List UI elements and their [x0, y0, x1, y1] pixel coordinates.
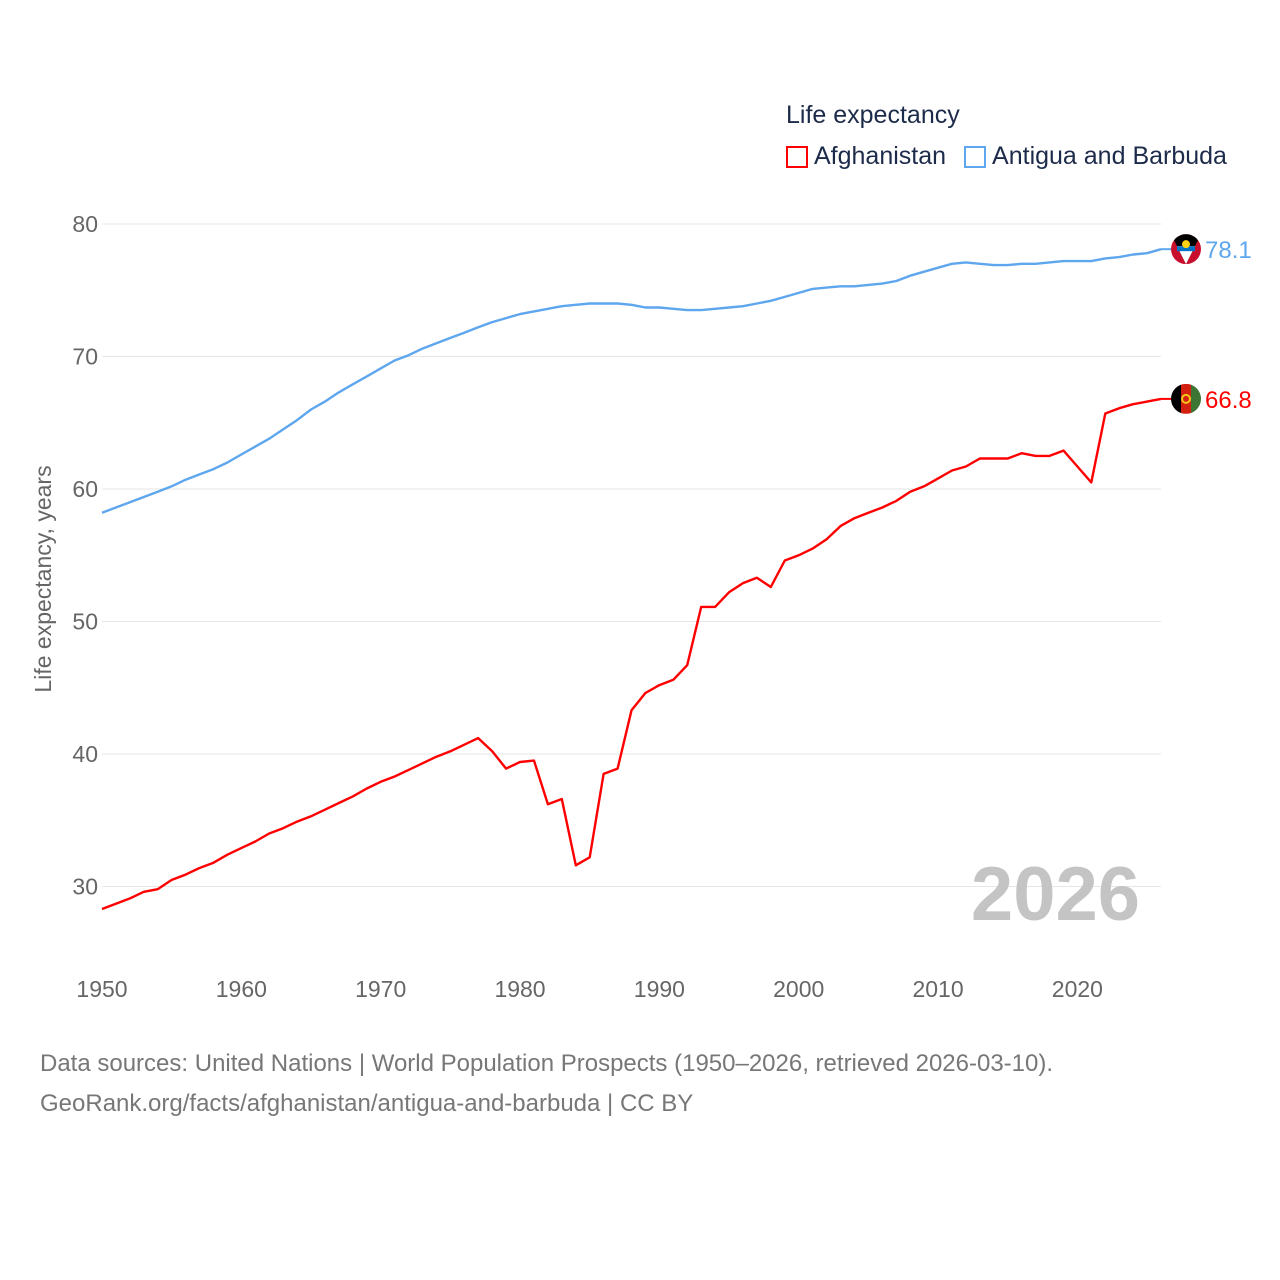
source-note: Data sources: United Nations | World Pop…: [40, 1044, 1053, 1124]
legend: Afghanistan Antigua and Barbuda: [786, 142, 1227, 171]
year-watermark: 2026: [971, 852, 1140, 937]
legend-swatch-antigua: [964, 145, 987, 168]
y-tick-label: 50: [72, 609, 98, 635]
x-tick-label: 2020: [1052, 976, 1103, 1002]
legend-item-antigua[interactable]: Antigua and Barbuda: [964, 142, 1227, 171]
y-tick-label: 60: [72, 476, 98, 502]
source-line: Data sources: United Nations | World Pop…: [40, 1050, 1054, 1077]
source-link[interactable]: GeoRank.org/facts/afghanistan/antigua-an…: [40, 1090, 694, 1117]
y-tick-label: 70: [72, 344, 98, 370]
series-line-afghanistan: [101, 397, 1162, 911]
legend-label: Afghanistan: [814, 142, 947, 170]
legend-swatch-afghanistan: [786, 145, 808, 168]
legend-item-afghanistan[interactable]: Afghanistan: [786, 142, 946, 171]
series-line-antigua-and-barbuda: [101, 248, 1162, 514]
x-tick-label: 1970: [355, 976, 406, 1002]
x-tick-label: 2000: [773, 976, 824, 1002]
legend-label: Antigua and Barbuda: [992, 142, 1227, 170]
x-tick-label: 1960: [216, 976, 267, 1002]
y-tick-label: 80: [72, 211, 98, 237]
legend-title: Life expectancy: [786, 101, 960, 129]
antigua-flag-icon: [1171, 234, 1201, 265]
x-tick-label: 2010: [912, 976, 963, 1002]
x-tick-label: 1980: [494, 976, 545, 1002]
x-tick-label: 1950: [76, 976, 127, 1002]
y-tick-label: 40: [72, 741, 98, 767]
x-tick-label: 1990: [634, 976, 685, 1002]
y-tick-label: 30: [72, 874, 98, 900]
afghanistan-flag-icon: [1171, 383, 1201, 414]
end-value-label: 78.1: [1205, 237, 1252, 264]
end-value-label: 66.8: [1205, 387, 1252, 414]
y-axis-label: Life expectancy, years: [30, 465, 56, 692]
